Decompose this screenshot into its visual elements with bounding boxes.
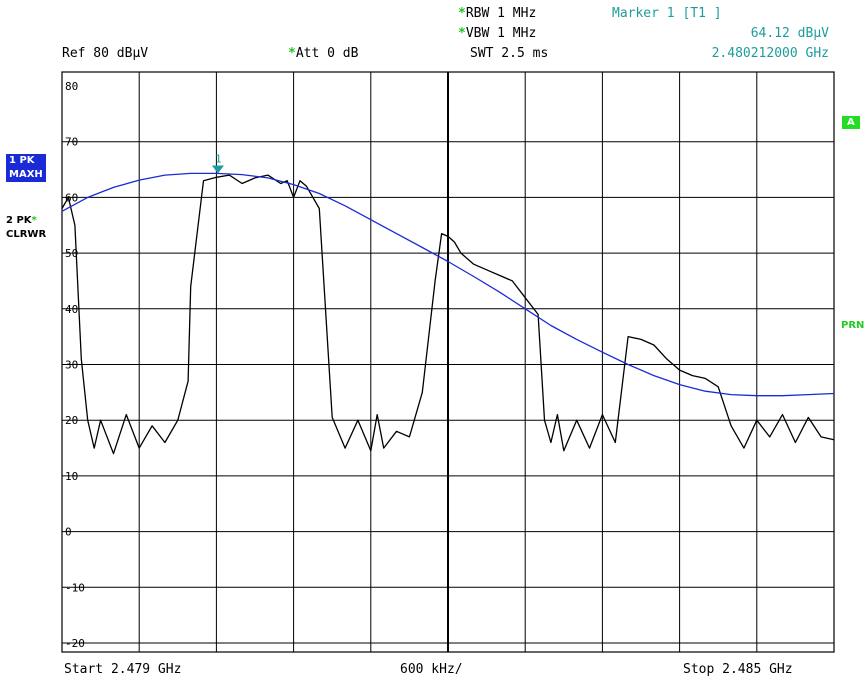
rbw-star: * [458,6,466,21]
marker-label: 1 [215,152,222,165]
trace1-tag: 1 PK MAXH [6,154,46,182]
trace-2-clrwr [61,174,835,455]
marker-triangle [211,165,224,174]
trace2-detector-text: 2 PK [6,215,32,226]
span-per-division: 600 kHz/ [400,662,463,677]
y-tick-label: 30 [65,359,78,372]
y-tick-labels: 80 70 60 50 40 30 20 10 0 -10 -20 [65,80,85,650]
a-indicator: A [842,116,860,129]
y-tick-label: 60 [65,191,78,204]
y-tick-label: 0 [65,526,72,539]
swt-setting: SWT 2.5 ms [470,46,549,61]
y-tick-label: -20 [65,637,85,650]
chart-grid [61,71,835,653]
y-tick-label: 50 [65,247,78,260]
prn-indicator: PRN [841,320,865,331]
y-tick-label: -10 [65,581,85,594]
vbw-star: * [458,26,466,41]
marker-frequency: 2.480212000 GHz [711,46,829,61]
rbw-label: RBW 1 MHz [465,6,537,21]
trace2-star: * [31,215,37,226]
y-tick-label: 40 [65,303,78,316]
marker-title: Marker 1 [T1 ] [612,6,722,21]
traces [61,172,835,455]
trace2-detector: 2 PK* [6,214,46,228]
vbw-label: VBW 1 MHz [465,26,537,41]
trace2-tag: 2 PK* CLRWR [6,214,46,242]
trace2-mode: CLRWR [6,229,47,240]
start-frequency: Start 2.479 GHz [64,662,182,677]
y-tick-label: 20 [65,414,78,427]
marker-group: 1 [211,152,224,174]
y-tick-label: 80 [65,80,78,93]
att-star: * [288,46,296,61]
ref-level: Ref 80 dBµV [62,46,149,61]
y-tick-label: 70 [65,136,78,149]
trace-1-maxh [61,172,835,397]
att-label: Att 0 dB [295,46,359,61]
marker-level: 64.12 dBµV [750,26,829,41]
stop-frequency: Stop 2.485 GHz [683,662,793,677]
vbw-setting: *VBW 1 MHz [458,26,536,41]
y-tick-label: 10 [65,470,78,483]
trace1-detector: 1 PK [6,154,46,168]
trace1-mode: MAXH [6,168,46,182]
attenuation-setting: *Att 0 dB [288,46,358,61]
rbw-setting: *RBW 1 MHz [458,6,536,21]
